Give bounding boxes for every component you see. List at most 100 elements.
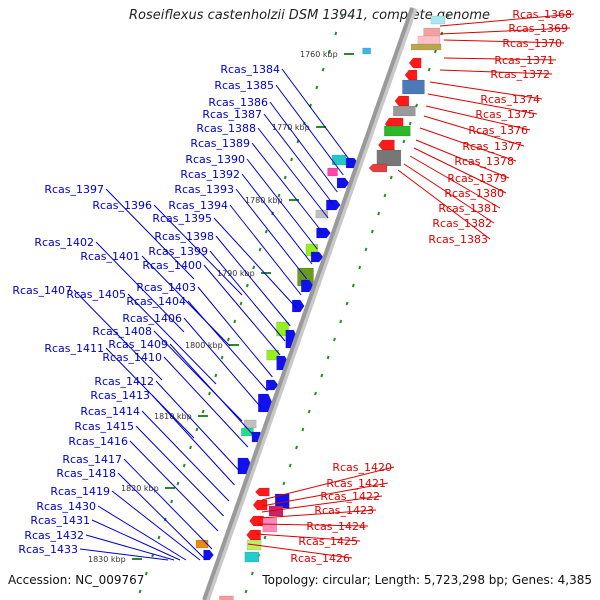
forward-gene-label[interactable]: Rcas_1392 — [180, 168, 240, 181]
forward-gene-label[interactable]: Rcas_1400 — [142, 259, 202, 272]
forward-gene-box[interactable] — [327, 167, 338, 177]
forward-gene-label[interactable]: Rcas_1407 — [12, 284, 72, 297]
label-leader-line — [261, 466, 395, 501]
forward-gene-label[interactable]: Rcas_1395 — [152, 212, 212, 225]
label-leader-line — [419, 127, 517, 162]
forward-gene-label[interactable]: Rcas_1387 — [202, 108, 262, 121]
reverse-gene-label[interactable]: Rcas_1372 — [490, 68, 550, 81]
forward-gene-label[interactable]: Rcas_1385 — [214, 79, 274, 92]
forward-gene-label[interactable]: Rcas_1401 — [80, 250, 140, 263]
forward-gene-box[interactable] — [362, 47, 371, 55]
forward-gene-label[interactable]: Rcas_1393 — [174, 183, 234, 196]
forward-gene-label[interactable]: Rcas_1411 — [44, 342, 104, 355]
forward-gene-arrow[interactable] — [336, 177, 350, 189]
forward-gene-arrow[interactable] — [326, 199, 341, 211]
forward-gene-label[interactable]: Rcas_1415 — [74, 420, 134, 433]
reverse-gene-arrow[interactable] — [408, 57, 422, 69]
forward-gene-label[interactable]: Rcas_1403 — [136, 281, 196, 294]
reverse-gene-arrow[interactable] — [404, 69, 418, 81]
forward-gene-label[interactable]: Rcas_1413 — [90, 389, 150, 402]
forward-gene-label[interactable]: Rcas_1405 — [66, 288, 126, 301]
outer-scale-dot — [402, 139, 406, 144]
forward-gene-label[interactable]: Rcas_1433 — [18, 543, 78, 556]
forward-gene-label[interactable]: Rcas_1432 — [24, 529, 84, 542]
forward-gene-label[interactable]: Rcas_1388 — [196, 122, 256, 135]
genome-summary: Topology: circular; Length: 5,723,298 bp… — [262, 573, 592, 587]
reverse-gene-arrow[interactable] — [394, 95, 410, 107]
reverse-gene-label[interactable]: Rcas_1381 — [438, 202, 498, 215]
reverse-gene-arrow[interactable] — [249, 515, 264, 527]
reverse-gene-box[interactable] — [402, 79, 425, 95]
forward-gene-label[interactable]: Rcas_1430 — [36, 500, 96, 513]
reverse-gene-label[interactable]: Rcas_1368 — [512, 8, 572, 21]
reverse-gene-label[interactable]: Rcas_1420 — [332, 461, 392, 474]
forward-gene-label[interactable]: Rcas_1399 — [148, 245, 208, 258]
forward-gene-label[interactable]: Rcas_1409 — [108, 338, 168, 351]
forward-gene-arrow[interactable] — [203, 549, 214, 561]
reverse-gene-box[interactable] — [244, 551, 260, 563]
reverse-gene-label[interactable]: Rcas_1422 — [320, 490, 380, 503]
forward-gene-box[interactable] — [195, 539, 209, 549]
reverse-gene-box[interactable] — [219, 595, 234, 600]
forward-gene-label[interactable]: Rcas_1390 — [185, 153, 245, 166]
reverse-gene-label[interactable]: Rcas_1380 — [444, 187, 504, 200]
forward-gene-label[interactable]: Rcas_1410 — [102, 351, 162, 364]
forward-gene-label[interactable]: Rcas_1412 — [94, 375, 154, 388]
reverse-gene-label[interactable]: Rcas_1371 — [494, 54, 554, 67]
reverse-gene-label[interactable]: Rcas_1423 — [314, 504, 374, 517]
reverse-gene-label[interactable]: Rcas_1421 — [326, 477, 386, 490]
reverse-gene-box[interactable] — [410, 43, 442, 51]
forward-gene-label[interactable]: Rcas_1394 — [168, 199, 228, 212]
reverse-gene-box[interactable] — [430, 15, 446, 25]
forward-gene-label[interactable]: Rcas_1402 — [34, 236, 94, 249]
forward-gene-label[interactable]: Rcas_1408 — [92, 325, 152, 338]
forward-gene-label[interactable]: Rcas_1404 — [126, 295, 186, 308]
reverse-gene-label[interactable]: Rcas_1369 — [508, 22, 568, 35]
reverse-gene-arrow[interactable] — [378, 139, 395, 151]
label-leader-line — [261, 482, 389, 507]
reverse-gene-arrow[interactable] — [368, 163, 388, 173]
forward-gene-label[interactable]: Rcas_1418 — [56, 467, 116, 480]
forward-gene-label[interactable]: Rcas_1414 — [80, 405, 140, 418]
reverse-gene-label[interactable]: Rcas_1424 — [306, 520, 366, 533]
forward-gene-arrow[interactable] — [316, 227, 331, 239]
forward-gene-box[interactable] — [266, 349, 279, 361]
forward-gene-label[interactable]: Rcas_1397 — [44, 183, 104, 196]
reverse-gene-label[interactable]: Rcas_1376 — [468, 124, 528, 137]
reverse-gene-label[interactable]: Rcas_1370 — [502, 37, 562, 50]
reverse-gene-arrow[interactable] — [246, 529, 261, 541]
outer-scale-dot — [295, 445, 298, 450]
forward-gene-label[interactable]: Rcas_1396 — [92, 199, 152, 212]
reverse-gene-box[interactable] — [384, 125, 411, 137]
reverse-gene-label[interactable]: Rcas_1377 — [462, 140, 522, 153]
reverse-gene-box[interactable] — [393, 105, 416, 117]
label-leader-line — [127, 293, 217, 385]
forward-gene-arrow[interactable] — [310, 251, 324, 263]
forward-gene-label[interactable]: Rcas_1398 — [154, 230, 214, 243]
reverse-gene-label[interactable]: Rcas_1426 — [290, 552, 350, 565]
forward-gene-arrow[interactable] — [292, 299, 305, 313]
forward-gene-label[interactable]: Rcas_1416 — [68, 435, 128, 448]
inner-scale-dot — [239, 301, 243, 306]
forward-gene-label[interactable]: Rcas_1406 — [122, 312, 182, 325]
forward-gene-label[interactable]: Rcas_1384 — [220, 63, 280, 76]
reverse-gene-label[interactable]: Rcas_1378 — [454, 155, 514, 168]
reverse-gene-label[interactable]: Rcas_1425 — [298, 535, 358, 548]
forward-gene-label[interactable]: Rcas_1417 — [62, 453, 122, 466]
reverse-gene-label[interactable]: Rcas_1379 — [447, 172, 507, 185]
reverse-gene-label[interactable]: Rcas_1383 — [428, 233, 488, 246]
forward-gene-box[interactable] — [276, 321, 289, 337]
reverse-gene-box[interactable] — [376, 149, 402, 167]
forward-gene-label[interactable]: Rcas_1431 — [30, 514, 90, 527]
reverse-gene-arrow[interactable] — [252, 499, 268, 511]
reverse-gene-box[interactable] — [262, 517, 278, 533]
reverse-gene-label[interactable]: Rcas_1382 — [432, 217, 492, 230]
forward-gene-arrow[interactable] — [265, 379, 279, 391]
forward-gene-label[interactable]: Rcas_1386 — [208, 96, 268, 109]
reverse-gene-arrow[interactable] — [254, 487, 270, 497]
reverse-gene-label[interactable]: Rcas_1374 — [480, 93, 540, 106]
forward-gene-box[interactable] — [315, 209, 329, 219]
forward-gene-label[interactable]: Rcas_1389 — [190, 137, 250, 150]
forward-gene-label[interactable]: Rcas_1419 — [50, 485, 110, 498]
reverse-gene-label[interactable]: Rcas_1375 — [475, 108, 535, 121]
